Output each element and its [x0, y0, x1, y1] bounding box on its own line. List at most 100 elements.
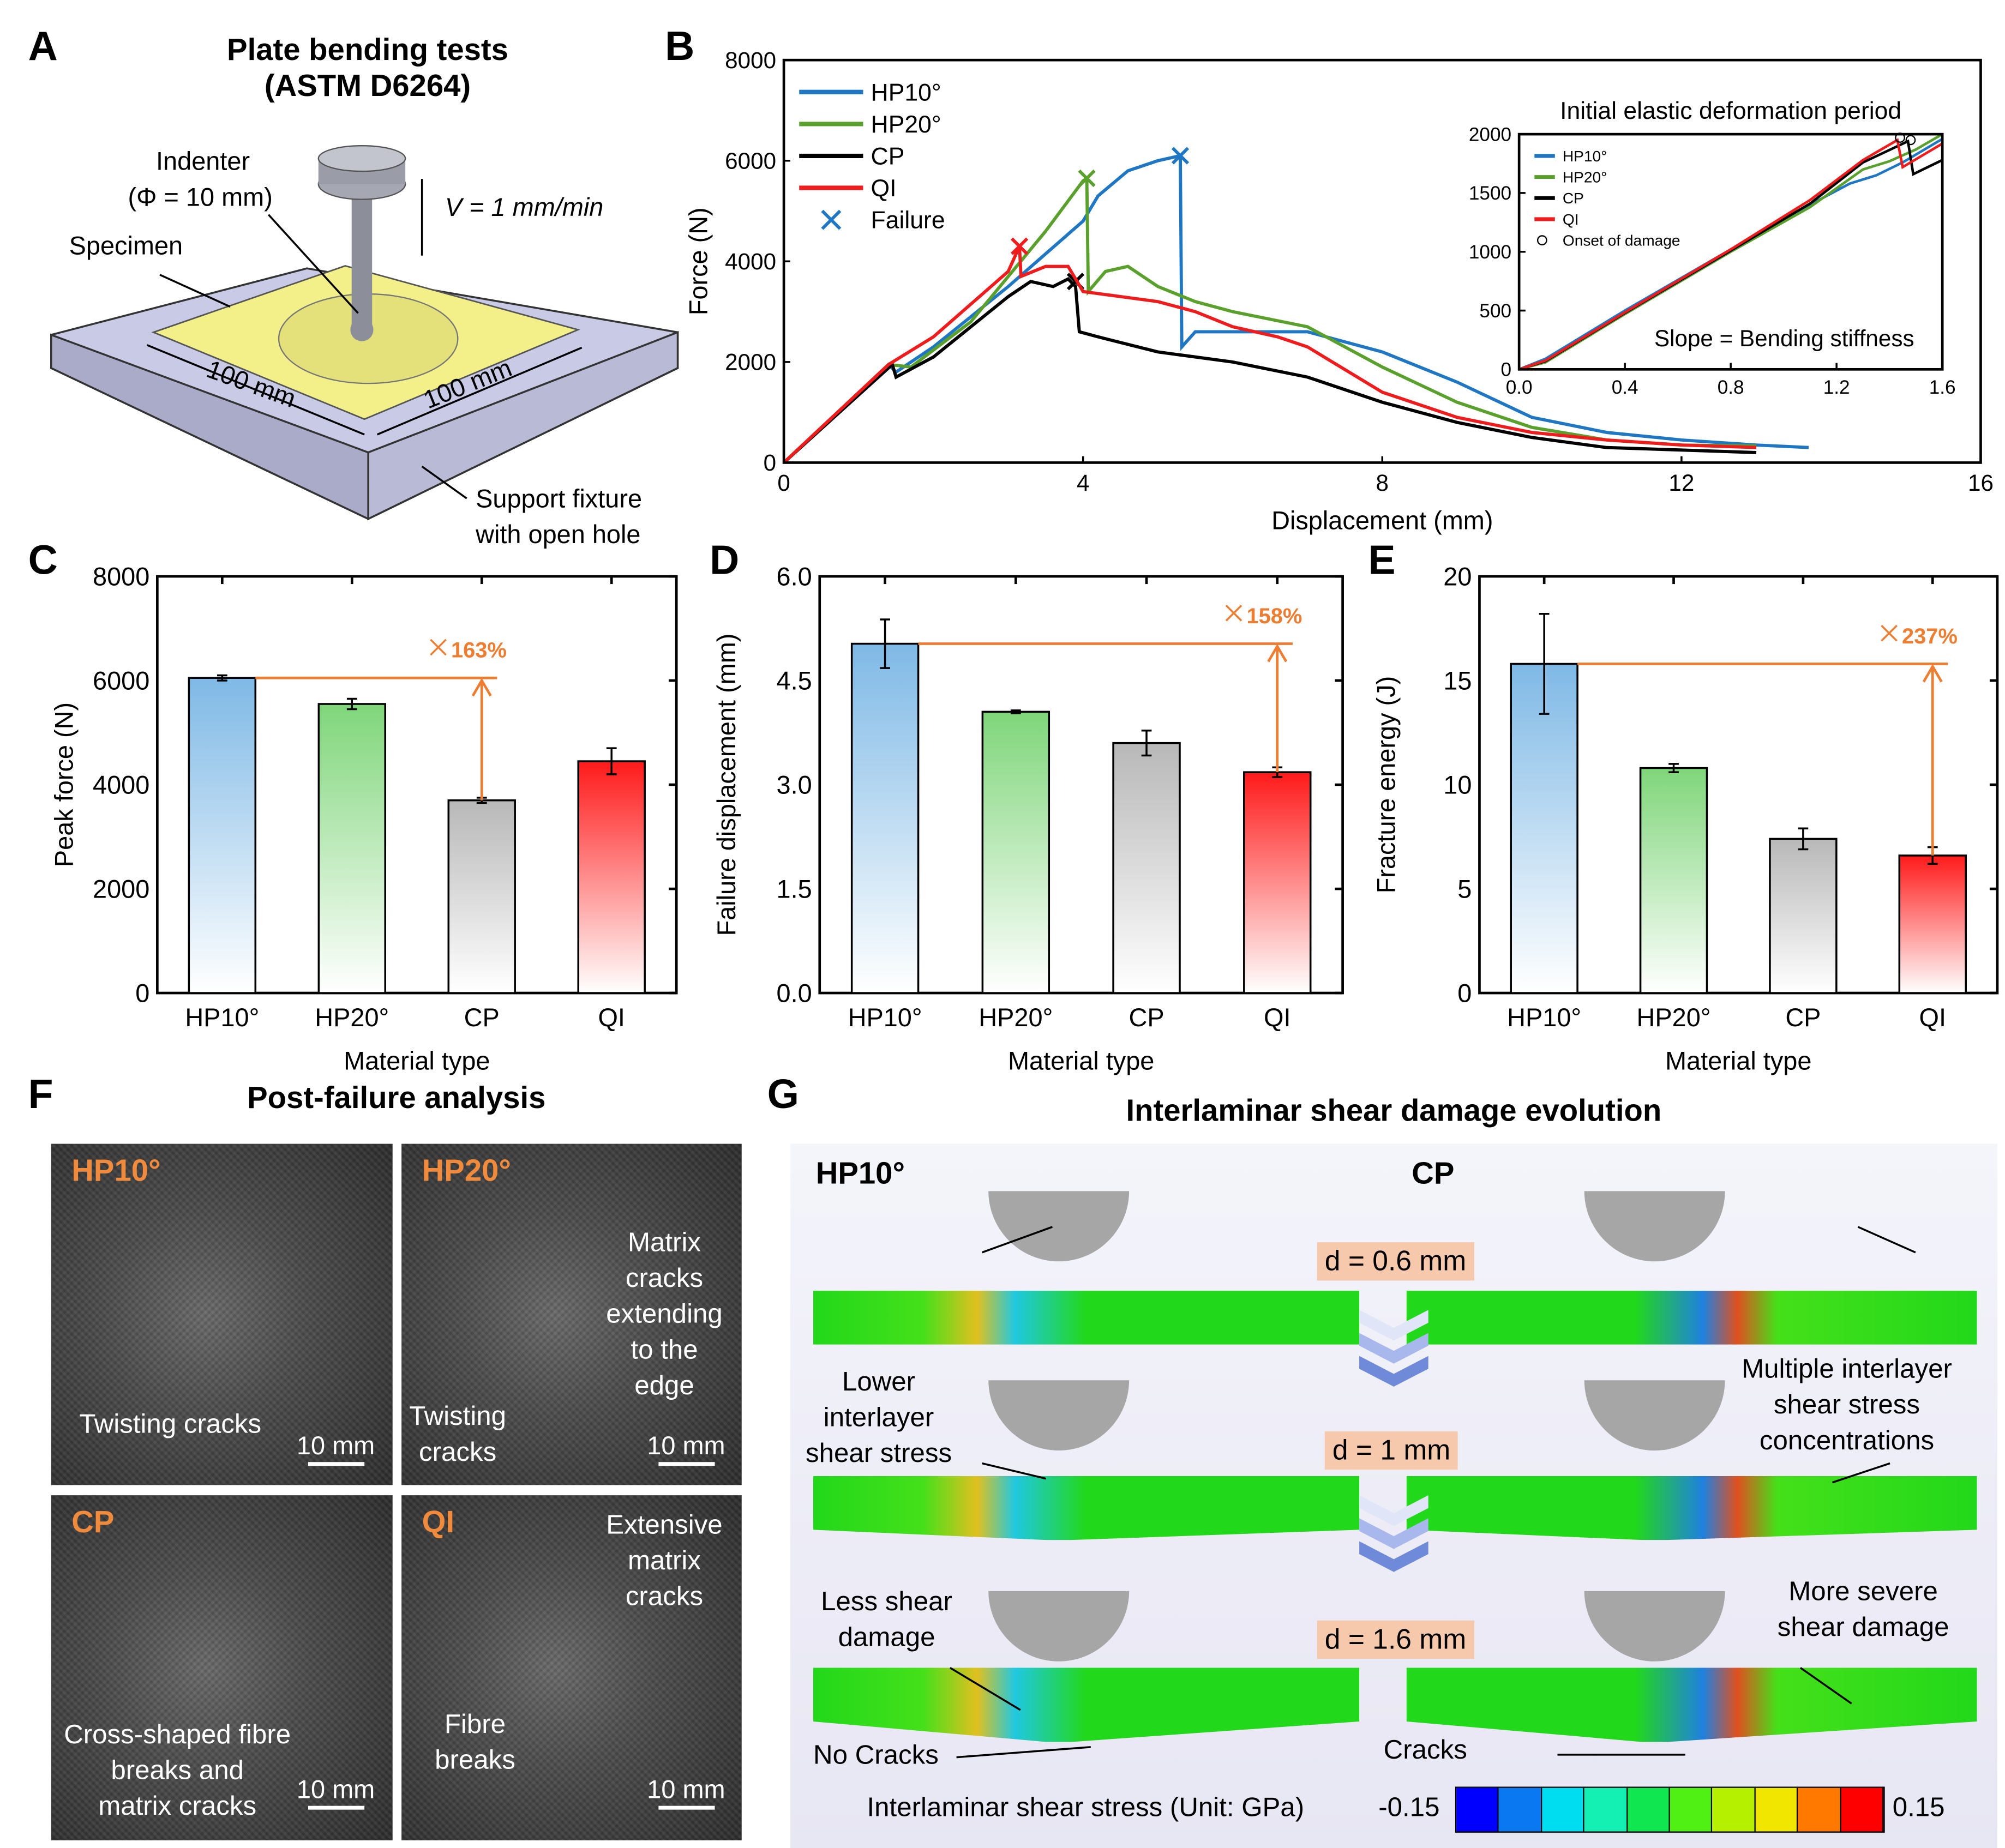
- photo-note: Extensive matrix cracks: [606, 1510, 723, 1612]
- legend-label: HP10°: [871, 79, 941, 106]
- y-tick-label: 0: [1501, 359, 1512, 381]
- panel-label-d: D: [710, 537, 740, 583]
- y-tick-label: 2000: [93, 875, 149, 903]
- inset-annotation: Slope = Bending stiffness: [1654, 326, 1914, 351]
- x-tick-label: 1.6: [1929, 377, 1956, 398]
- photo-note: Twisting cracks: [409, 1402, 507, 1467]
- series-line-QI: [1518, 138, 1943, 371]
- laminate-plate: [1406, 1668, 1977, 1742]
- error-bar: [1539, 613, 1550, 715]
- x-tick-label: 4: [1077, 470, 1089, 496]
- comparison-arrow: [471, 678, 492, 800]
- colorbar-segment: [1627, 1787, 1670, 1832]
- indenter: [988, 1380, 1130, 1451]
- x-tick-label: QI: [1264, 1003, 1290, 1032]
- annotation-arrow: [949, 1667, 1021, 1711]
- comparison-label: 237%: [1902, 624, 1958, 648]
- photo-tag: HP20°: [422, 1154, 511, 1189]
- series-line-QI: [783, 245, 1757, 464]
- photo-hp20: HP20° Matrix cracks extending to the edg…: [401, 1143, 742, 1485]
- fixture-label-1: Support fixture: [476, 485, 643, 514]
- scale-bar: 10 mm: [297, 1777, 375, 1810]
- y-axis-label: Fracture energy (J): [1372, 676, 1401, 894]
- x-tick-label: 8: [1376, 470, 1389, 496]
- bar-QI: [577, 760, 646, 994]
- laminate-plate: [813, 1291, 1360, 1345]
- y-tick-label: 6.0: [777, 562, 812, 591]
- y-tick-label: 6000: [93, 666, 149, 695]
- colorbar-segment: [1670, 1787, 1713, 1832]
- colorbar-segment: [1499, 1787, 1542, 1832]
- colorbar-segment: [1841, 1787, 1884, 1832]
- y-tick-label: 0: [764, 450, 776, 475]
- legend-label: CP: [1563, 190, 1584, 207]
- y-tick-label: 15: [1443, 666, 1472, 695]
- photo-hp10: HP10° Twisting cracks 10 mm: [51, 1143, 393, 1485]
- annotation-cracks: Cracks: [1383, 1735, 1467, 1765]
- indenter: [988, 1191, 1130, 1262]
- colorbar-segment: [1713, 1787, 1756, 1832]
- comparison-label: 163%: [451, 639, 507, 663]
- scale-bar-label: 10 mm: [647, 1776, 725, 1805]
- fixture-label-2: with open hole: [476, 521, 641, 550]
- dim-arrow-left: [146, 344, 365, 436]
- fixture-pointer: [421, 466, 467, 499]
- y-tick-label: 1.5: [777, 875, 812, 903]
- bar-QI: [1898, 854, 1967, 994]
- legend-label: CP: [871, 143, 905, 170]
- step-chevron-icon: [1359, 1541, 1428, 1572]
- y-axis-label: Peak force (N): [50, 702, 79, 867]
- comparison-label: 158%: [1246, 604, 1302, 628]
- photo-note: Matrix cracks extending to the edge: [606, 1228, 723, 1401]
- step-chevron-icon: [1359, 1310, 1428, 1341]
- fracture-energy-chart: HP10° HP20° CP QI 0 5 10 15 20 Material type Fract…: [1372, 562, 1999, 1075]
- y-tick-label: 0.0: [777, 979, 812, 1007]
- panel-label-b: B: [665, 23, 695, 69]
- y-axis-label: Force (N): [684, 207, 712, 315]
- x-tick-label: QI: [1919, 1003, 1946, 1032]
- annotation-arrow: [1857, 1226, 1916, 1254]
- inset-title: Initial elastic deformation period: [1560, 98, 1901, 124]
- annotation-lower-interlayer: Lower interlayer shear stress: [805, 1367, 952, 1468]
- x-tick-label: QI: [598, 1003, 625, 1032]
- y-tick-label: 8000: [93, 562, 149, 591]
- x-axis-label: Material type: [1008, 1047, 1154, 1075]
- bar-QI: [1243, 771, 1312, 994]
- y-tick-label: 6000: [725, 148, 776, 173]
- legend-label: Onset of damage: [1563, 232, 1680, 249]
- plot-frame: [156, 575, 678, 995]
- y-tick-label: 8000: [725, 47, 776, 73]
- series-line-HP10°: [783, 153, 1809, 464]
- y-tick-label: 4.5: [777, 666, 812, 695]
- simulation-drawing: [813, 1191, 1977, 1759]
- scale-bar-label: 10 mm: [296, 1776, 375, 1805]
- failure-displacement-chart: HP10° HP20° CP QI 0.0 1.5 3.0 4.5 6.0 Material ty…: [712, 562, 1344, 1075]
- x-tick-label: 0.4: [1612, 377, 1638, 398]
- laminate-plate: [813, 1476, 1360, 1540]
- y-axis-label: Failure displacement (mm): [712, 634, 741, 936]
- y-tick-label: 2000: [725, 350, 776, 375]
- photo-note: Fibre breaks: [435, 1709, 515, 1775]
- y-tick-label: 5: [1457, 875, 1472, 903]
- colorbar-segment: [1755, 1787, 1798, 1832]
- x-tick-label: HP20°: [315, 1003, 389, 1032]
- comparison-arrow: [1922, 664, 1943, 856]
- y-tick-label: 1000: [1469, 242, 1511, 263]
- multiply-icon: [1225, 604, 1242, 622]
- scale-bar: 10 mm: [647, 1777, 725, 1810]
- error-bar: [1010, 709, 1021, 714]
- photo-tag: CP: [71, 1505, 115, 1540]
- multiply-icon: [430, 639, 447, 656]
- y-tick-label: 10: [1443, 770, 1472, 799]
- cp-column-label: CP: [1412, 1157, 1455, 1191]
- panel-label-a: A: [28, 23, 58, 69]
- legend-onset-marker: [1536, 235, 1547, 245]
- step-chevron-icon: [1359, 1356, 1428, 1387]
- indenter: [988, 1591, 1130, 1662]
- annotation-arrow: [981, 1226, 1053, 1254]
- error-bar: [1798, 827, 1809, 851]
- bar-CP: [447, 799, 516, 994]
- force-displacement-chart: 0 4 8 12 16 0 2000 4000 6000 8000 Displacement (mm…: [684, 47, 1994, 534]
- legend-label: QI: [871, 175, 897, 202]
- photo-tag: QI: [422, 1505, 455, 1540]
